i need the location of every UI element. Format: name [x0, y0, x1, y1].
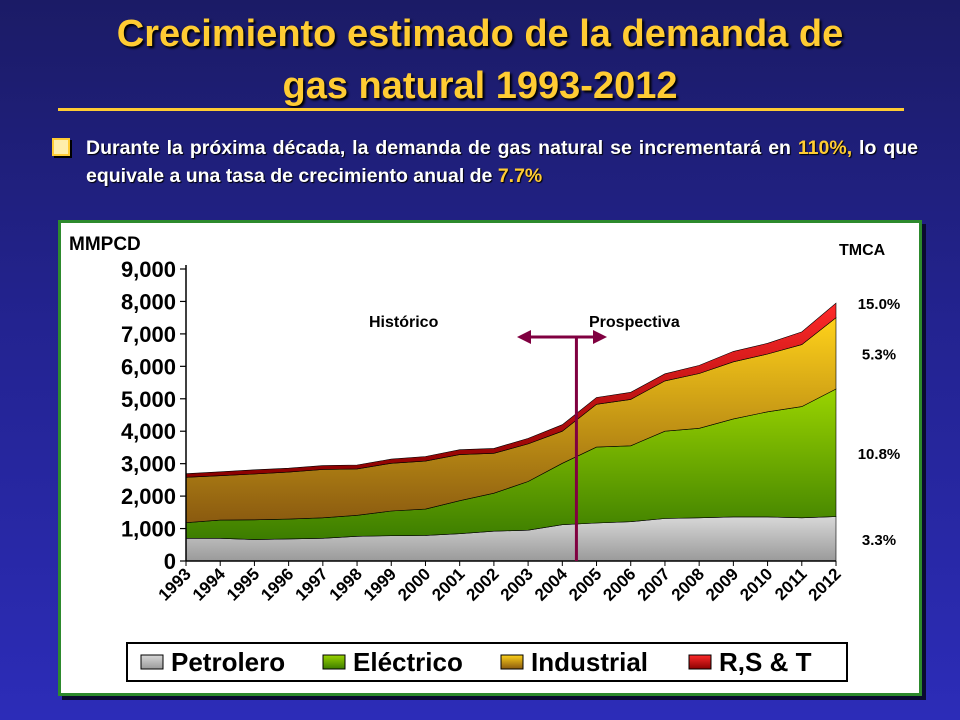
x-tick-label: 2006: [599, 564, 639, 604]
x-tick-label: 2005: [565, 564, 605, 604]
legend-swatch-electrico: [322, 654, 346, 670]
tmca-r-s-t: 15.0%: [858, 296, 901, 313]
legend-label-industrial: Industrial: [531, 647, 648, 677]
y-tick-label: 7,000: [121, 322, 176, 347]
x-tick-label: 2002: [463, 564, 503, 604]
area-r-s-t: [185, 302, 837, 478]
x-tick-label: 1997: [291, 564, 331, 604]
legend-swatch-industrial: [500, 654, 524, 670]
y-tick-label: 9,000: [121, 257, 176, 282]
summary-text-b: lo que equivale a una tasa de crecimient…: [86, 137, 918, 187]
y-tick-label: 2,000: [121, 484, 176, 509]
y-tick-label: 8,000: [121, 289, 176, 314]
chart-axes: [185, 265, 836, 562]
page-title: Crecimiento estimado de la demanda de ga…: [0, 8, 960, 112]
historic-forecast-divider: [517, 330, 607, 561]
x-tick-label: 2009: [702, 564, 742, 604]
chart-legend: Petrolero Eléctrico Industrial R,S & T: [140, 647, 812, 677]
x-tick-label: 1999: [360, 564, 400, 604]
x-tick-label: 2008: [668, 564, 708, 604]
x-tick-label: 2012: [805, 564, 845, 604]
title-line-2: gas natural 1993-2012: [282, 65, 678, 107]
checkbox-bullet-icon: [52, 138, 70, 156]
x-tick-label: 1996: [257, 564, 297, 604]
y-tick-label: 6,000: [121, 354, 176, 379]
y-tick-label: 1,000: [121, 517, 176, 542]
summary-text: Durante la próxima década, la demanda de…: [86, 134, 918, 190]
tmca-industrial: 5.3%: [862, 346, 896, 363]
x-tick-label: 2010: [736, 564, 776, 604]
x-tick-label: 1993: [155, 564, 195, 604]
legend-label-electrico: Eléctrico: [353, 647, 463, 677]
tmca-petrolero: 3.3%: [862, 532, 896, 549]
summary-text-a: Durante la próxima década, la demanda de…: [86, 137, 798, 159]
y-axis-ticks: 0 1,000 2,000 3,000 4,000 5,000 6,000 7,000 8,00…: [121, 257, 186, 574]
stacked-areas: [185, 302, 837, 562]
summary-highlight-110: 110%,: [797, 137, 853, 159]
forecast-label: Prospectiva: [589, 314, 680, 331]
title-line-1: Crecimiento estimado de la demanda de: [116, 13, 844, 55]
x-tick-label: 2004: [531, 564, 572, 605]
tmca-header: TMCA: [839, 242, 886, 259]
legend-box: [126, 642, 848, 682]
x-tick-label: 2011: [771, 564, 811, 604]
x-tick-label: 2003: [497, 564, 537, 604]
x-tick-label: 1998: [326, 564, 366, 604]
x-tick-label: 1995: [223, 564, 263, 604]
arrow-left-icon: [517, 330, 531, 344]
demand-area-chart: 0 1,000 2,000 3,000 4,000 5,000 6,000 7,000 8,00…: [69, 234, 901, 682]
x-tick-label: 2001: [428, 564, 468, 604]
legend-swatch-r-s-t: [688, 654, 712, 670]
arrow-right-icon: [593, 330, 607, 344]
y-tick-label: 5,000: [121, 387, 176, 412]
legend-label-petrolero: Petrolero: [171, 647, 285, 677]
tmca-electrico: 10.8%: [858, 446, 901, 463]
x-tick-label: 2007: [634, 564, 674, 604]
x-tick-label: 2000: [394, 564, 434, 604]
y-tick-label: 4,000: [121, 419, 176, 444]
y-tick-label: 0: [164, 549, 176, 574]
y-tick-label: 3,000: [121, 452, 176, 477]
tmca-labels: 15.0% 5.3% 10.8% 3.3%: [858, 296, 901, 549]
summary-highlight-rate: 7.7%: [497, 165, 543, 187]
x-tick-label: 1994: [189, 564, 230, 605]
historic-label: Histórico: [369, 314, 439, 331]
y-axis-label: MMPCD: [69, 234, 141, 255]
title-underline: [58, 108, 904, 111]
x-axis-ticks: 1993199419951996199719981999200020012002…: [155, 561, 845, 605]
legend-label-r-s-t: R,S & T: [719, 647, 812, 677]
legend-swatch-petrolero: [140, 654, 164, 670]
chart-panel: 0 1,000 2,000 3,000 4,000 5,000 6,000 7,000 8,00…: [58, 220, 922, 696]
